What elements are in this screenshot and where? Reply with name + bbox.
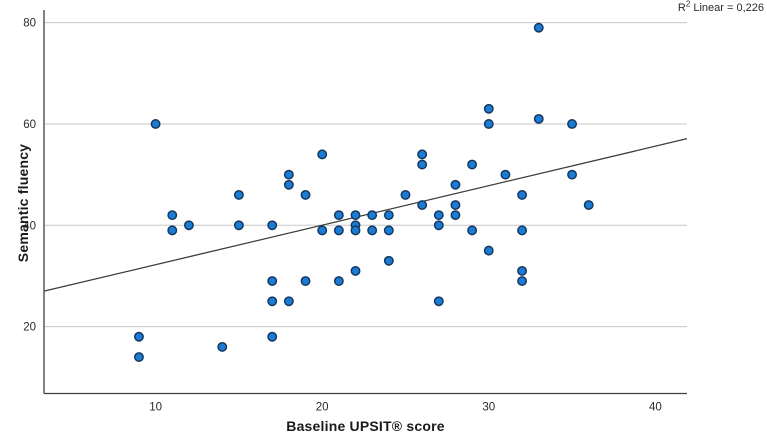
data-point bbox=[467, 159, 478, 170]
r2-value: Linear = 0,226 bbox=[690, 2, 764, 14]
data-point bbox=[433, 296, 444, 307]
data-point bbox=[433, 220, 444, 231]
y-tick-label: 20 bbox=[23, 322, 36, 334]
data-point bbox=[350, 225, 361, 236]
data-point bbox=[167, 210, 178, 221]
data-point bbox=[583, 200, 594, 210]
data-point bbox=[134, 352, 144, 362]
data-point bbox=[300, 189, 311, 200]
data-point bbox=[450, 179, 461, 190]
data-point bbox=[417, 159, 428, 170]
data-point bbox=[283, 179, 294, 190]
data-point bbox=[317, 149, 328, 160]
x-tick-label: 30 bbox=[482, 402, 495, 414]
data-point bbox=[483, 103, 494, 114]
data-point bbox=[483, 119, 494, 129]
data-point bbox=[283, 169, 294, 180]
data-point bbox=[283, 296, 294, 307]
data-point bbox=[267, 220, 278, 231]
y-tick-label: 60 bbox=[23, 119, 36, 131]
data-point bbox=[483, 245, 494, 256]
data-point bbox=[134, 331, 144, 342]
data-point bbox=[567, 119, 578, 129]
y-tick-label: 40 bbox=[23, 220, 36, 232]
data-point bbox=[333, 276, 344, 286]
data-point bbox=[267, 276, 278, 286]
data-point bbox=[317, 225, 328, 236]
data-point bbox=[233, 189, 244, 200]
data-point bbox=[517, 189, 528, 200]
data-point bbox=[367, 210, 378, 221]
data-point bbox=[350, 265, 361, 276]
data-point bbox=[150, 119, 161, 129]
data-point bbox=[333, 210, 344, 221]
data-point bbox=[433, 210, 444, 221]
data-point bbox=[383, 210, 394, 221]
data-point bbox=[267, 296, 278, 307]
data-point bbox=[267, 331, 278, 342]
data-point bbox=[517, 276, 528, 286]
data-point bbox=[517, 225, 528, 236]
data-point bbox=[517, 265, 528, 276]
data-point bbox=[233, 220, 244, 231]
data-point bbox=[567, 169, 578, 180]
y-axis-title: Semantic fluency bbox=[15, 143, 31, 263]
data-point bbox=[450, 210, 461, 221]
x-tick-label: 40 bbox=[649, 402, 662, 414]
x-tick-label: 10 bbox=[149, 402, 162, 414]
x-axis-title: Baseline UPSIT® score bbox=[286, 418, 445, 434]
data-point bbox=[450, 200, 461, 210]
data-point bbox=[383, 225, 394, 236]
data-point bbox=[417, 200, 428, 210]
data-point bbox=[383, 255, 394, 266]
data-point bbox=[500, 169, 511, 180]
data-point bbox=[300, 276, 311, 286]
data-point bbox=[333, 225, 344, 236]
fit-line bbox=[43, 138, 688, 292]
x-tick-label: 20 bbox=[316, 402, 329, 414]
data-point bbox=[167, 225, 178, 236]
data-point bbox=[350, 210, 361, 221]
data-point bbox=[533, 22, 544, 33]
r2-superscript: 2 bbox=[685, 0, 691, 9]
data-point bbox=[417, 149, 428, 160]
data-point bbox=[533, 113, 544, 124]
data-point bbox=[367, 225, 378, 236]
r-squared-annotation: R2 Linear = 0,226 bbox=[677, 0, 764, 14]
data-point bbox=[183, 220, 194, 231]
data-point bbox=[217, 341, 228, 352]
data-point bbox=[467, 225, 478, 236]
r2-base: R bbox=[677, 2, 686, 14]
data-point bbox=[400, 189, 411, 200]
y-tick-label: 80 bbox=[23, 18, 36, 30]
